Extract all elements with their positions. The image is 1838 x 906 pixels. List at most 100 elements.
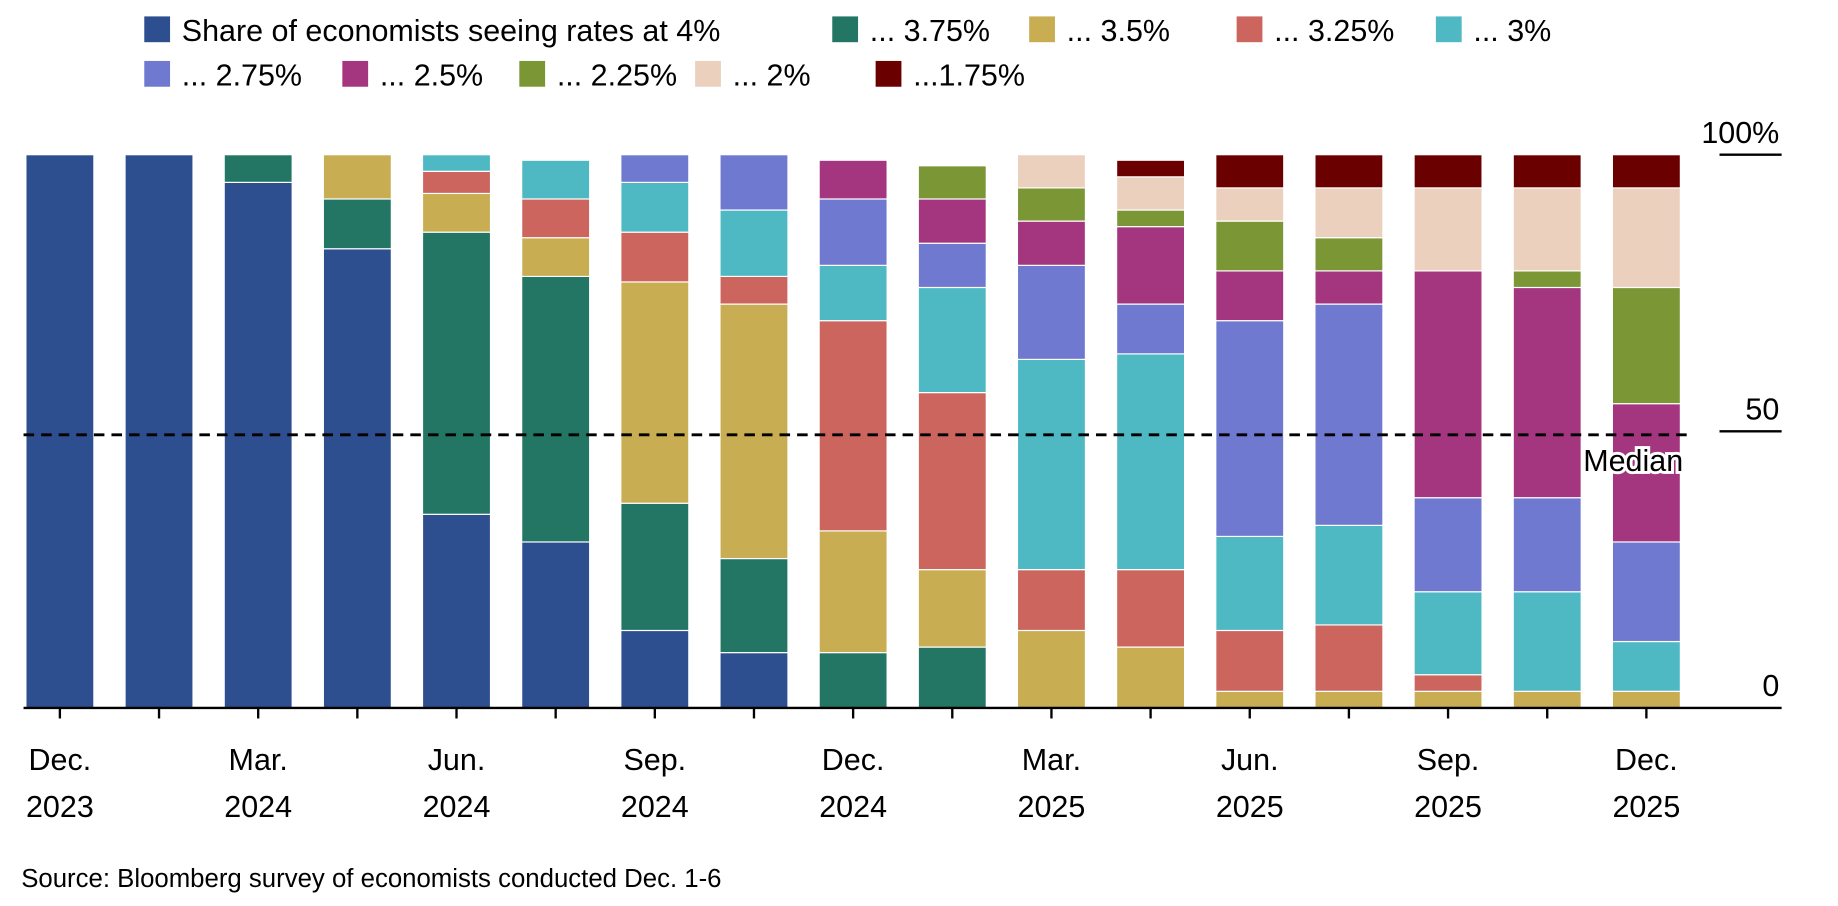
bar-segment-2pct — [1413, 187, 1483, 272]
median-label: Median — [1583, 444, 1683, 478]
legend-swatch — [832, 16, 859, 43]
bar-segment-2-75pct — [1512, 497, 1582, 593]
x-tick-label-month: Jun. — [428, 743, 486, 777]
bar-segment-4pct — [124, 154, 194, 709]
x-tick-label-year: 2024 — [224, 790, 292, 824]
x-tick-label-month: Dec. — [29, 743, 92, 777]
legend-swatch — [695, 60, 721, 87]
bar-segment-3-5pct — [421, 192, 492, 233]
bar-segment-3-5pct — [917, 569, 987, 648]
legend-swatch — [875, 60, 902, 87]
bar-segment-3-25pct — [1016, 569, 1087, 632]
x-tick-label-month: Mar. — [229, 743, 288, 777]
legend-swatch — [144, 60, 171, 87]
x-tick-label-month: Jun. — [1221, 743, 1279, 777]
bar-segment-3-5pct — [1116, 646, 1186, 709]
bar-segment-2-75pct — [1215, 320, 1285, 538]
x-tick-label-year: 2025 — [1216, 790, 1284, 824]
legend-label: ... 2.25% — [557, 59, 677, 93]
x-tick-label-year: 2023 — [26, 790, 94, 824]
bar-segment-3pct — [1215, 535, 1285, 632]
bar-segment-2pct — [1512, 187, 1582, 272]
bar-segment-3-5pct — [521, 237, 591, 278]
bar-segment-2-5pct — [818, 159, 888, 200]
bar-segment-2-75pct — [1016, 264, 1087, 360]
bar-segment-2-5pct — [1016, 220, 1087, 266]
bar-segment-3pct — [620, 181, 690, 233]
bar-segment-3-75pct — [917, 646, 987, 709]
bar-segment-2pct — [1215, 187, 1285, 222]
bar-segment-3pct — [521, 159, 591, 200]
legend-swatch — [144, 16, 171, 43]
legend-swatch — [342, 60, 369, 87]
bar-segment-2pct — [1314, 187, 1384, 239]
x-tick-label-year: 2024 — [423, 790, 491, 824]
bar-segment-3-25pct — [421, 170, 492, 195]
bar-segment-3-75pct — [322, 198, 392, 250]
bar-segment-3-25pct — [620, 231, 690, 283]
x-tick-label-month: Sep. — [623, 743, 686, 777]
bar-segment-3-75pct — [223, 154, 293, 183]
x-tick-label-month: Dec. — [1615, 743, 1678, 777]
y-tick-label: 100% — [1701, 116, 1779, 150]
bar-segment-3pct — [1413, 591, 1483, 676]
bar-segment-3pct — [1016, 358, 1087, 571]
x-tick-label-year: 2025 — [1414, 790, 1482, 824]
x-tick-label-month: Sep. — [1417, 743, 1480, 777]
bar-segment-2-5pct — [1512, 286, 1582, 499]
legend-swatch — [519, 60, 546, 87]
bar-segment-3-25pct — [1116, 569, 1186, 648]
bar-segment-2-5pct — [917, 198, 987, 244]
bar-segment-4pct — [620, 629, 690, 709]
x-tick-label-year: 2024 — [621, 790, 689, 824]
legend-label: ... 3.5% — [1067, 14, 1170, 48]
y-axis: 100% 50 0 — [1701, 116, 1782, 703]
bar-segment-2pct — [1116, 176, 1186, 211]
bar-segment-3-25pct — [1215, 629, 1285, 692]
bar-segment-2-75pct — [719, 154, 789, 211]
legend-label: ...1.75% — [913, 59, 1025, 93]
legend-label: ... 2% — [733, 59, 811, 93]
y-tick-label: 0 — [1762, 669, 1779, 703]
legend-label: ... 3.25% — [1274, 14, 1394, 48]
bar-segment-2-5pct — [1314, 270, 1384, 305]
bar-segment-1-75pct — [1512, 154, 1582, 189]
bar-segment-3-25pct — [1413, 674, 1483, 692]
y-tick-label: 50 — [1745, 393, 1779, 427]
bar-segment-3-5pct — [1016, 629, 1087, 709]
legend-swatch — [1435, 16, 1462, 43]
bar-segment-2pct — [1611, 187, 1681, 289]
legend-label: ... 3% — [1473, 14, 1551, 48]
bar-segment-2-25pct — [1215, 220, 1285, 272]
bar-segment-2pct — [1016, 154, 1087, 189]
bar-segment-4pct — [322, 248, 392, 709]
bar-segment-3pct — [1512, 591, 1582, 692]
source-note: Source: Bloomberg survey of economists c… — [21, 865, 721, 893]
bar-segment-3-25pct — [818, 320, 888, 532]
x-axis: Dec. 2023 Mar. 2024 Jun. 2024 Sep. 2024 Dec. 2024… — [26, 707, 1680, 824]
bar-segment-1-75pct — [1215, 154, 1285, 189]
bar-segment-3-75pct — [421, 231, 492, 515]
bar-segment-3pct — [1314, 524, 1384, 626]
bar-segment-4pct — [223, 181, 293, 709]
x-tick-label-month: Dec. — [822, 743, 885, 777]
bar-segment-3-75pct — [818, 652, 888, 709]
bars — [25, 154, 1681, 709]
bar-segment-3pct — [1116, 353, 1186, 571]
bar-segment-3-5pct — [818, 530, 888, 654]
bar-segment-2-75pct — [917, 242, 987, 289]
legend-label: ... 2.75% — [182, 59, 302, 93]
bar-segment-4pct — [521, 541, 591, 709]
bar-segment-4pct — [25, 154, 95, 709]
bar-segment-2-75pct — [818, 198, 888, 266]
bar-segment-3-25pct — [917, 392, 987, 571]
bar-segment-2-5pct — [1413, 270, 1483, 499]
bar-segment-2-75pct — [1413, 497, 1483, 593]
bar-segment-3-25pct — [521, 198, 591, 239]
bar-segment-3pct — [818, 264, 888, 322]
bar-segment-1-75pct — [1116, 159, 1186, 178]
legend-label: Share of economists seeing rates at 4% — [182, 14, 721, 48]
bar-segment-1-75pct — [1611, 154, 1681, 189]
bar-segment-2-75pct — [620, 154, 690, 183]
